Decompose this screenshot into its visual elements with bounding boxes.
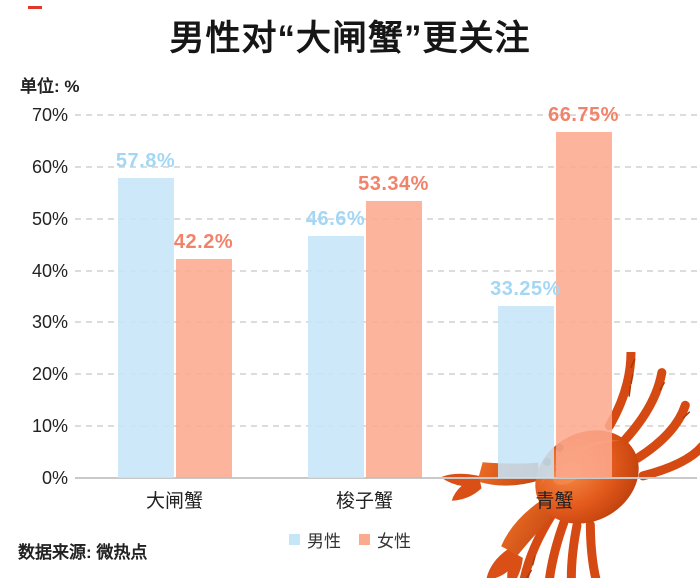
legend-item-男性: 男性 [289,527,341,552]
data-source: 数据来源: 微热点 [18,543,148,562]
red-dash-mark [28,6,42,9]
gridline [75,165,697,168]
bar-男性-梭子蟹 [307,236,364,478]
bar-value-label: 46.6% [305,208,366,231]
y-axis-tick-label: 0% [41,468,68,488]
legend-swatch [359,534,370,545]
chart-title: 男性对“大闸蟹”更关注 [169,19,531,58]
y-axis-tick-label: 50% [31,208,68,229]
legend-swatch [289,534,300,545]
bar-女性-梭子蟹 [365,201,422,478]
y-axis-tick-label: 40% [31,260,68,281]
bar-value-label: 42.2% [173,231,234,254]
y-axis-tick-label: 60% [31,156,68,177]
bar-value-label: 53.34% [358,173,429,196]
x-axis-category-label: 梭子蟹 [335,491,393,512]
y-axis-tick-label: 70% [31,105,68,125]
legend-label: 男性 [307,532,341,551]
y-axis-tick-label: 30% [31,312,68,333]
bar-女性-大闸蟹 [175,259,232,478]
bar-value-label: 33.25% [490,277,561,300]
bar-value-label: 66.75% [548,103,619,126]
x-axis-line [75,477,697,479]
y-axis-tick-label: 20% [31,364,68,385]
y-axis-tick-label: 10% [31,416,68,437]
x-axis-category-label: 青蟹 [535,491,574,512]
bar-男性-大闸蟹 [117,178,174,478]
legend-item-女性: 女性 [359,527,411,552]
bar-男性-青蟹 [497,305,554,478]
x-axis-category-label: 大闸蟹 [145,491,203,512]
unit-label: 单位: % [20,77,80,96]
bar-value-label: 57.8% [115,150,176,173]
gridline [75,114,697,116]
legend: 男性 女性 [0,527,700,552]
bar-女性-青蟹 [555,131,612,478]
legend-label: 女性 [377,532,411,551]
